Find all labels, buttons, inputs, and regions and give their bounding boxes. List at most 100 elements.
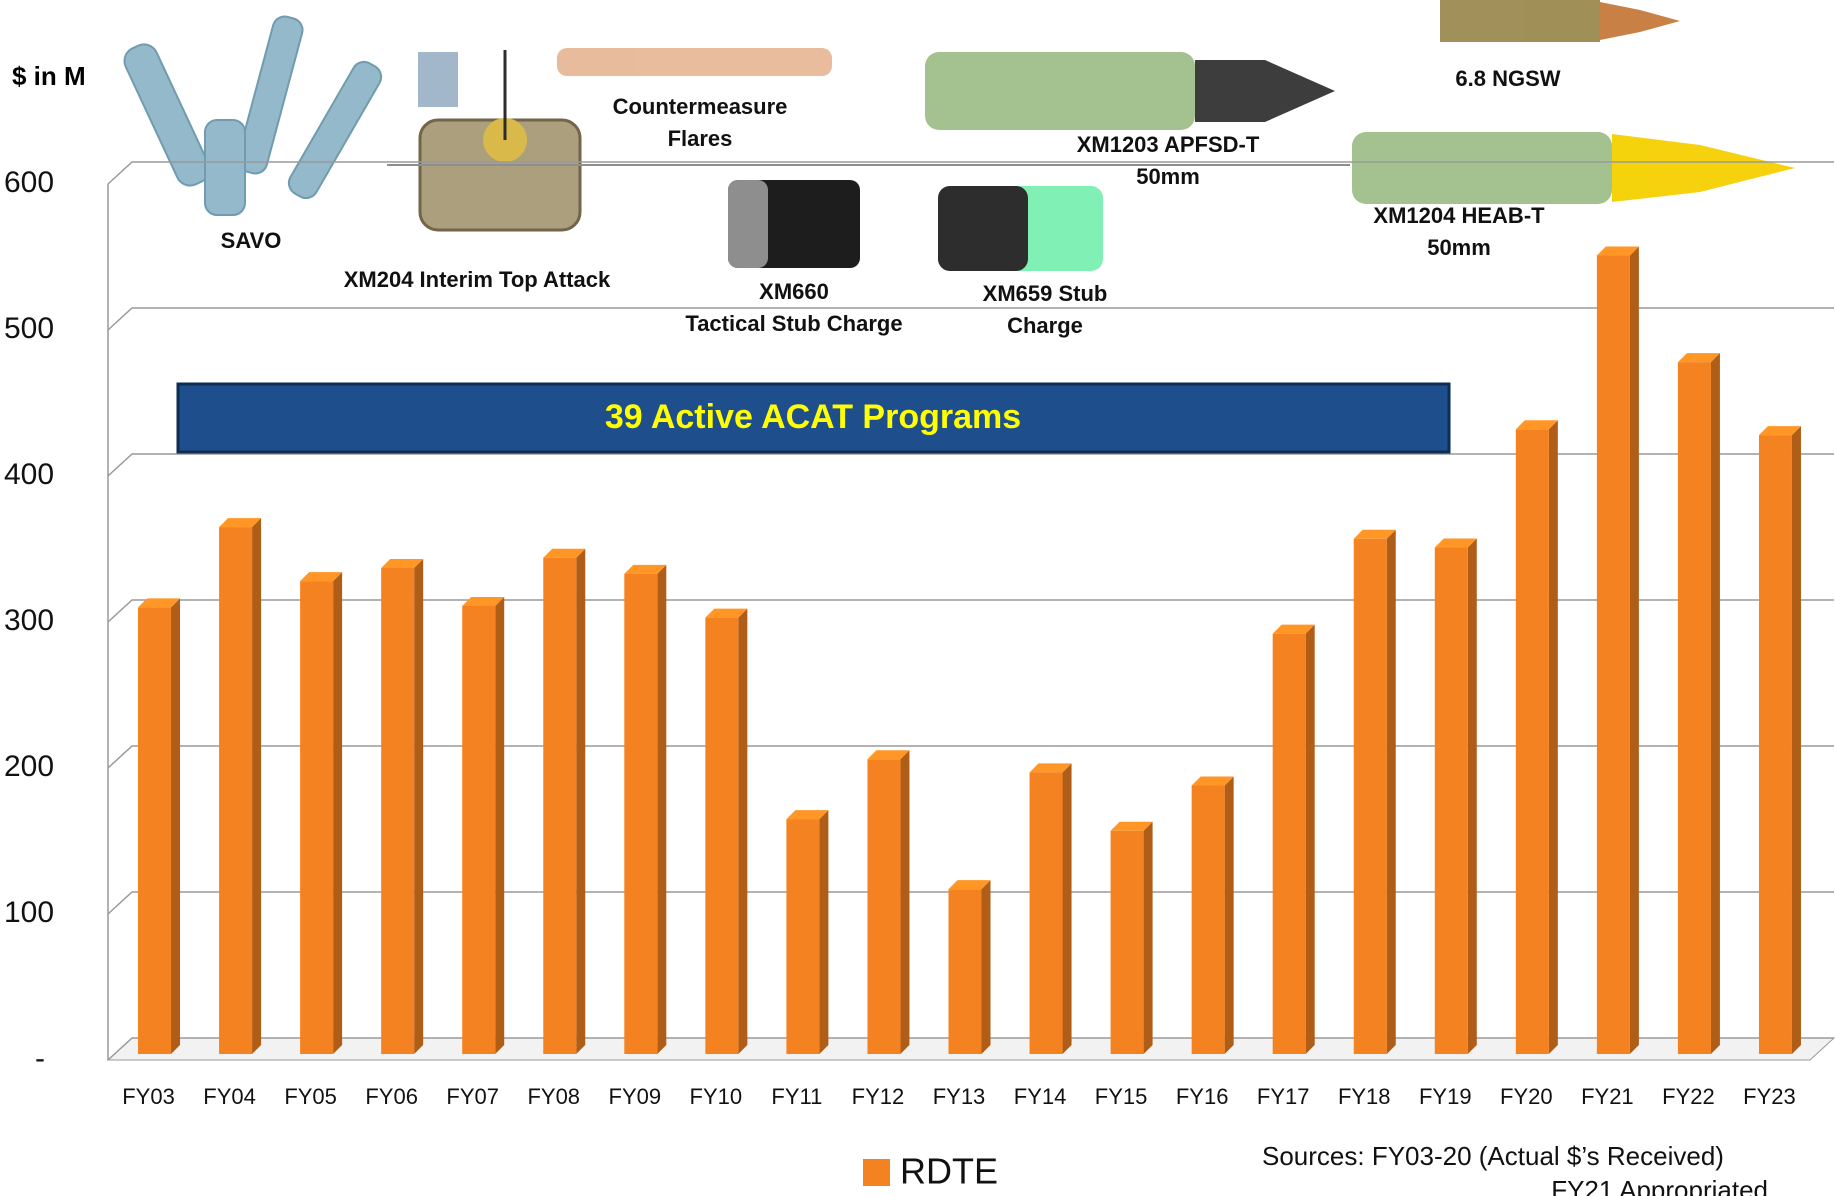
bar-side [1224, 776, 1234, 1054]
bar-front [138, 607, 172, 1054]
bar [1353, 529, 1396, 1054]
bar-front [1029, 772, 1063, 1054]
x-tick-label: FY10 [690, 1084, 743, 1109]
bar [138, 598, 181, 1054]
bar-front [381, 567, 415, 1054]
bar-top [867, 750, 910, 760]
bar-side [495, 596, 505, 1054]
bar-top [1029, 763, 1072, 773]
bar-side [1305, 624, 1315, 1054]
bar [786, 810, 829, 1054]
bar-side [576, 548, 586, 1054]
y-tick-label: 400 [4, 458, 54, 491]
bar-top [624, 564, 667, 574]
annotation-label: XM1204 HEAB-T [1373, 203, 1545, 228]
ngsw-image [1440, 0, 1600, 42]
bar [543, 548, 586, 1054]
bar-top [1191, 776, 1234, 786]
x-tick-label: FY15 [1095, 1084, 1148, 1109]
bar-top [138, 598, 181, 608]
bar-front [1353, 538, 1387, 1054]
grid-line [107, 599, 1834, 623]
bar-front [219, 527, 253, 1054]
bar-front [1758, 435, 1792, 1054]
x-tick-label: FY05 [284, 1084, 337, 1109]
y-tick-label: 100 [4, 896, 54, 929]
bar [1515, 420, 1558, 1054]
bar-front [705, 617, 739, 1054]
bar [219, 518, 262, 1054]
bar-top [219, 518, 262, 528]
bar-top [381, 558, 424, 568]
bar-side [1467, 538, 1477, 1054]
annotation-label: 6.8 NGSW [1455, 66, 1560, 91]
x-tick-label: FY16 [1176, 1084, 1229, 1109]
annotation-label: XM659 Stub [983, 281, 1108, 306]
annotations: SAVO XM204 Interim Top Attack Countermeasu… [221, 66, 1561, 338]
bar-front [948, 889, 982, 1054]
annotation-label: Countermeasure [613, 94, 788, 119]
y-tick-label: 200 [4, 750, 54, 783]
bar-side [1143, 821, 1153, 1054]
sources-text: Sources: FY03-20 (Actual $’s Received) [1262, 1141, 1724, 1171]
bar-top [786, 810, 829, 820]
bar-top [543, 548, 586, 558]
x-tick-label: FY06 [365, 1084, 418, 1109]
banner [176, 382, 1451, 454]
bar [1272, 624, 1315, 1054]
bar-side [171, 598, 181, 1054]
bar [1191, 776, 1234, 1054]
bar-side [1548, 420, 1558, 1054]
bar-front [462, 605, 496, 1054]
bar [948, 880, 991, 1054]
bar-side [1791, 426, 1801, 1054]
bar-front [1596, 255, 1630, 1055]
x-tick-label: FY17 [1257, 1084, 1310, 1109]
bar-side [981, 880, 991, 1054]
bar-top [462, 596, 505, 606]
bar [462, 596, 505, 1054]
bar [1029, 763, 1072, 1054]
bar [381, 558, 424, 1054]
bar-top [1434, 538, 1477, 548]
annotation-label: SAVO [221, 228, 282, 253]
bar-side [819, 810, 829, 1054]
annotation-label: Tactical Stub Charge [685, 311, 902, 336]
x-tick-label: FY08 [527, 1084, 580, 1109]
bar [1110, 821, 1153, 1054]
bar-top [1677, 353, 1720, 363]
x-tick-label: FY18 [1338, 1084, 1391, 1109]
grid-line [107, 161, 1834, 185]
bar-top [1110, 821, 1153, 831]
bar-top [1272, 624, 1315, 634]
bar [1758, 426, 1801, 1054]
x-tick-label: FY13 [933, 1084, 986, 1109]
bar [1677, 353, 1720, 1054]
bar-side [252, 518, 262, 1054]
annotation-label: 50mm [1136, 164, 1200, 189]
y-tick-label: - [35, 1042, 45, 1075]
xm659-body [938, 186, 1028, 271]
bar-side [414, 558, 424, 1054]
bar-top [1353, 529, 1396, 539]
bar-front [1110, 830, 1144, 1054]
plot: - 100 200 300 400 500 600 FY03 FY04 FY05 FY06 FY07 F… [4, 161, 1835, 1109]
grid-line [107, 1037, 1834, 1061]
x-tick-label: FY19 [1419, 1084, 1472, 1109]
bar-front [543, 557, 577, 1054]
bar [300, 572, 343, 1054]
grid-line [107, 453, 1834, 477]
flares-image [557, 48, 832, 76]
x-tick-label: FY07 [446, 1084, 499, 1109]
bar [1596, 246, 1639, 1055]
annotation-label: XM660 [759, 279, 829, 304]
product-images [123, 0, 1795, 271]
bar-top [705, 608, 748, 618]
grid-line [107, 891, 1834, 915]
annotation-label: 50mm [1427, 235, 1491, 260]
bar-top [1758, 426, 1801, 436]
bar-top [1515, 420, 1558, 430]
sources-text: FY21 Appropriated [1551, 1175, 1768, 1196]
